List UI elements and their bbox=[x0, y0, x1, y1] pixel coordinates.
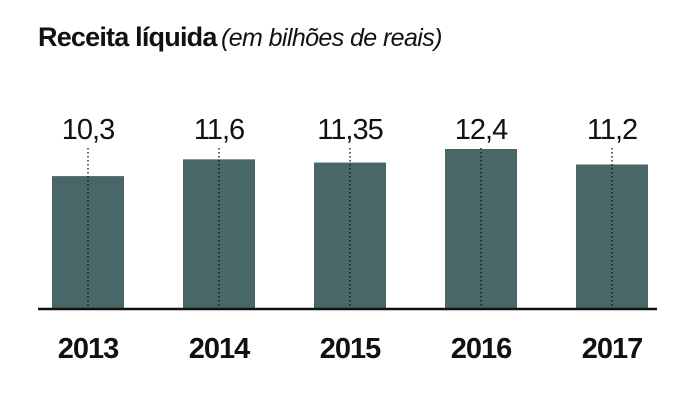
value-label-2016: 12,4 bbox=[455, 114, 508, 146]
value-label-2017: 11,2 bbox=[587, 114, 637, 146]
value-label-2013: 10,3 bbox=[62, 114, 114, 146]
chart-title-main: Receita líquida bbox=[38, 22, 217, 52]
year-label-2014: 2014 bbox=[189, 333, 250, 365]
bar-2013 bbox=[52, 176, 124, 309]
year-label-2016: 2016 bbox=[451, 333, 512, 365]
value-label-2014: 11,6 bbox=[194, 114, 244, 146]
bar-2014 bbox=[183, 159, 255, 309]
year-label-2017: 2017 bbox=[582, 333, 643, 365]
year-label-2013: 2013 bbox=[58, 333, 119, 365]
year-label-2015: 2015 bbox=[320, 333, 381, 365]
chart-title-subtitle: (em bilhões de reais) bbox=[221, 24, 442, 52]
chart-title: Receita líquida (em bilhões de reais) bbox=[38, 22, 442, 53]
value-label-2015: 11,35 bbox=[317, 114, 382, 146]
